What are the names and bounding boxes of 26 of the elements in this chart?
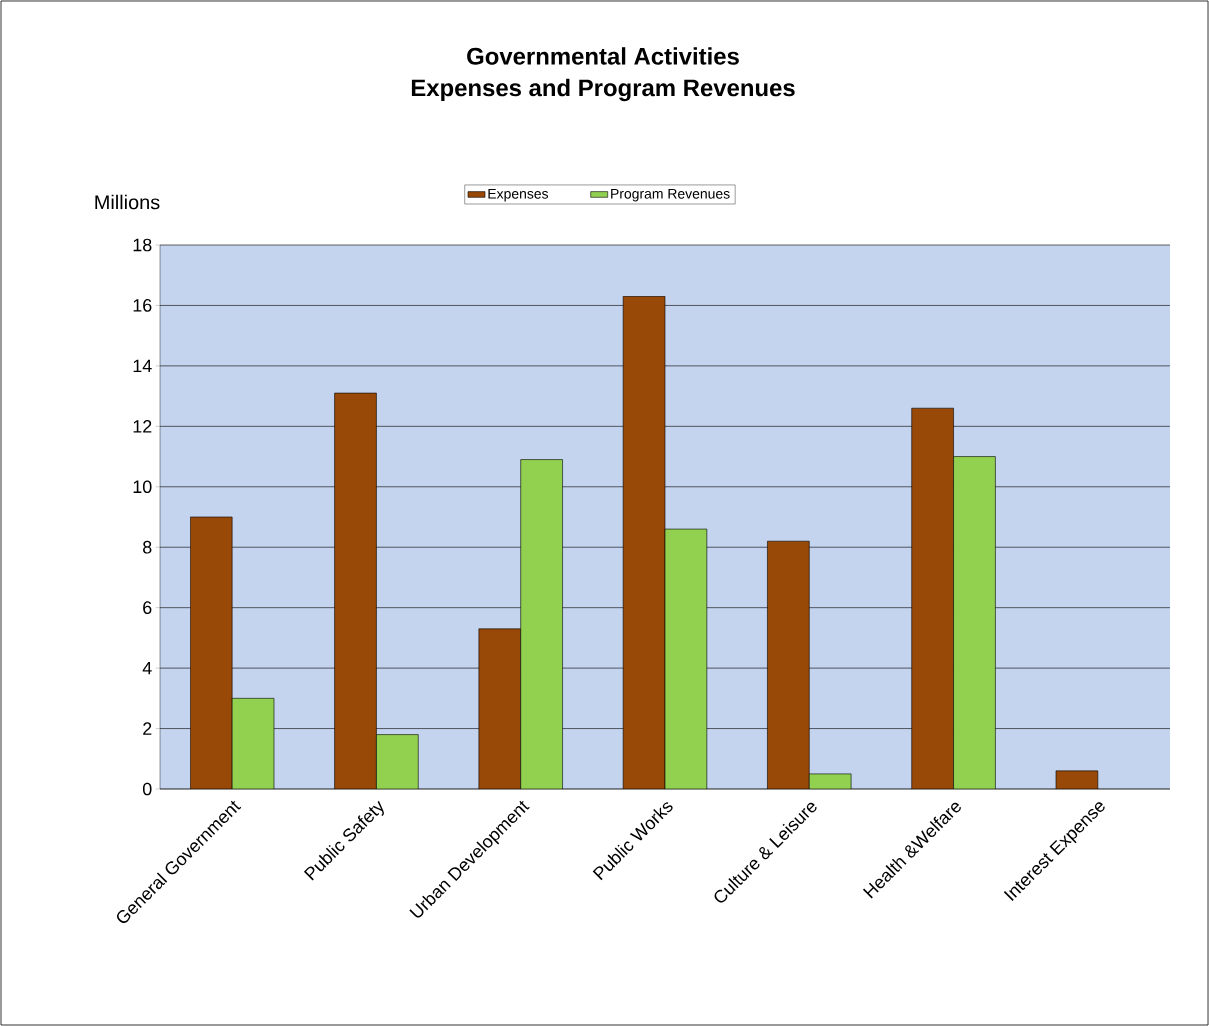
bar xyxy=(664,528,708,789)
y-axis-title: Millions xyxy=(95,194,160,210)
y-tick-label: 10 xyxy=(133,480,152,494)
bar xyxy=(190,516,233,789)
legend-label: Program Revenues xyxy=(611,188,730,202)
y-tick-label: 12 xyxy=(133,420,152,433)
bar xyxy=(334,392,377,789)
chart-subtitle: Expenses and Program Revenues xyxy=(411,78,795,102)
bar xyxy=(376,734,419,789)
bar xyxy=(953,456,996,789)
y-tick-label: 16 xyxy=(133,299,152,312)
y-tick-label: 6 xyxy=(143,601,152,615)
chart-title: Governmental Activities xyxy=(467,47,739,65)
bar xyxy=(231,698,275,789)
bar xyxy=(520,459,563,789)
y-tick-label: 0 xyxy=(142,782,152,796)
bar xyxy=(767,540,810,789)
legend-label: Expenses xyxy=(488,188,549,202)
y-tick-label: 4 xyxy=(142,661,152,675)
bar xyxy=(478,628,522,789)
y-tick-label: 8 xyxy=(143,540,152,554)
bar xyxy=(622,296,666,789)
y-tick-label: 14 xyxy=(133,359,152,373)
y-tick-label: 18 xyxy=(133,238,152,252)
y-tick-label: 2 xyxy=(143,722,152,735)
bar xyxy=(911,407,954,789)
